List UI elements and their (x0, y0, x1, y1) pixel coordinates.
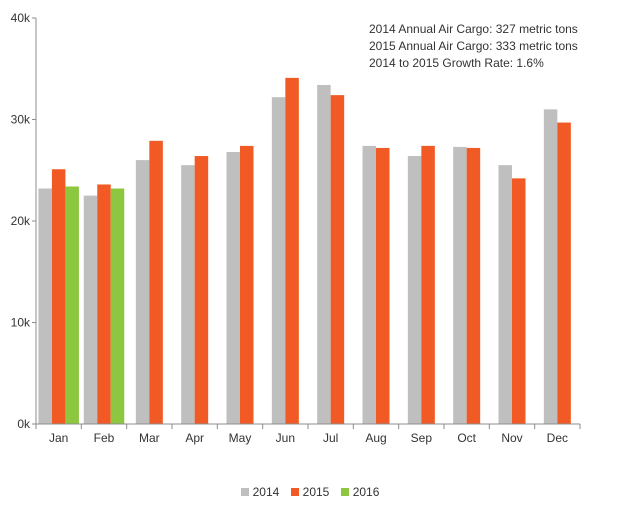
bar-nov-2015 (512, 178, 526, 424)
bar-feb-2014 (83, 195, 98, 424)
y-tick-label: 10k (11, 316, 31, 330)
legend: 2014 2015 2016 (0, 485, 620, 499)
x-tick-label-sep: Sep (411, 431, 433, 445)
bar-feb-2016 (110, 188, 125, 424)
bar-jul-2014 (317, 84, 331, 425)
x-tick-label-jun: Jun (276, 431, 295, 445)
x-tick-label-dec: Dec (547, 431, 568, 445)
x-tick-label-feb: Feb (94, 431, 115, 445)
x-tick-label-mar: Mar (139, 431, 160, 445)
bar-may-2015 (240, 145, 254, 424)
legend-item-2015: 2015 (290, 485, 330, 499)
bar-jan-2015 (51, 169, 66, 424)
bar-dec-2014 (543, 109, 558, 424)
x-tick-label-may: May (229, 431, 252, 445)
y-tick-label: 20k (11, 214, 31, 228)
bar-nov-2014 (498, 165, 512, 425)
annual-summary-annotation: 2014 Annual Air Cargo: 327 metric tons 2… (369, 21, 578, 72)
x-tick-label-jan: Jan (49, 431, 68, 445)
bar-aug-2015 (376, 147, 390, 425)
x-tick-label-oct: Oct (457, 431, 476, 445)
y-tick-label: 40k (11, 11, 31, 25)
legend-label-2014: 2014 (252, 485, 280, 499)
legend-swatch-2015 (290, 488, 299, 496)
bar-mar-2015 (149, 140, 163, 424)
bar-jan-2014 (38, 188, 52, 424)
bar-sep-2015 (421, 145, 435, 424)
bar-apr-2014 (181, 165, 195, 425)
bar-dec-2015 (557, 122, 571, 425)
y-tick-label: 0k (17, 417, 31, 431)
bars-group (38, 77, 571, 425)
bar-oct-2015 (466, 147, 481, 425)
x-tick-label-aug: Aug (365, 431, 386, 445)
bar-oct-2014 (453, 146, 467, 424)
y-tick-label: 30k (11, 113, 31, 127)
annotation-line-growth: 2014 to 2015 Growth Rate: 1.6% (369, 56, 544, 70)
annotation-line-2014: 2014 Annual Air Cargo: 327 metric tons (369, 22, 578, 36)
legend-label-2016: 2016 (352, 485, 380, 499)
y-axis-ticks: 0k 10k 20k 30k 40k (11, 11, 36, 431)
bar-jul-2015 (330, 95, 345, 424)
bar-may-2014 (226, 151, 240, 425)
legend-swatch-2014 (240, 488, 249, 496)
legend-label-2015: 2015 (302, 485, 330, 499)
bar-feb-2015 (97, 184, 111, 424)
bar-apr-2015 (194, 156, 209, 425)
bar-jun-2015 (285, 77, 299, 424)
legend-swatch-2016 (340, 488, 349, 496)
x-tick-label-nov: Nov (501, 431, 522, 445)
bar-jan-2016 (65, 186, 79, 424)
annotation-line-2015: 2015 Annual Air Cargo: 333 metric tons (369, 39, 578, 53)
bar-aug-2014 (362, 145, 376, 424)
bar-mar-2014 (135, 160, 150, 424)
x-axis-ticks: Jan Feb Mar Apr May Jun Jul Aug Sep Oct Nov Dec (35, 424, 581, 445)
bar-jun-2014 (271, 97, 286, 425)
legend-item-2014: 2014 (240, 485, 280, 499)
legend-item-2016: 2016 (340, 485, 380, 499)
x-tick-label-jul: Jul (323, 431, 338, 445)
bar-sep-2014 (407, 156, 422, 425)
x-tick-label-apr: Apr (185, 431, 204, 445)
